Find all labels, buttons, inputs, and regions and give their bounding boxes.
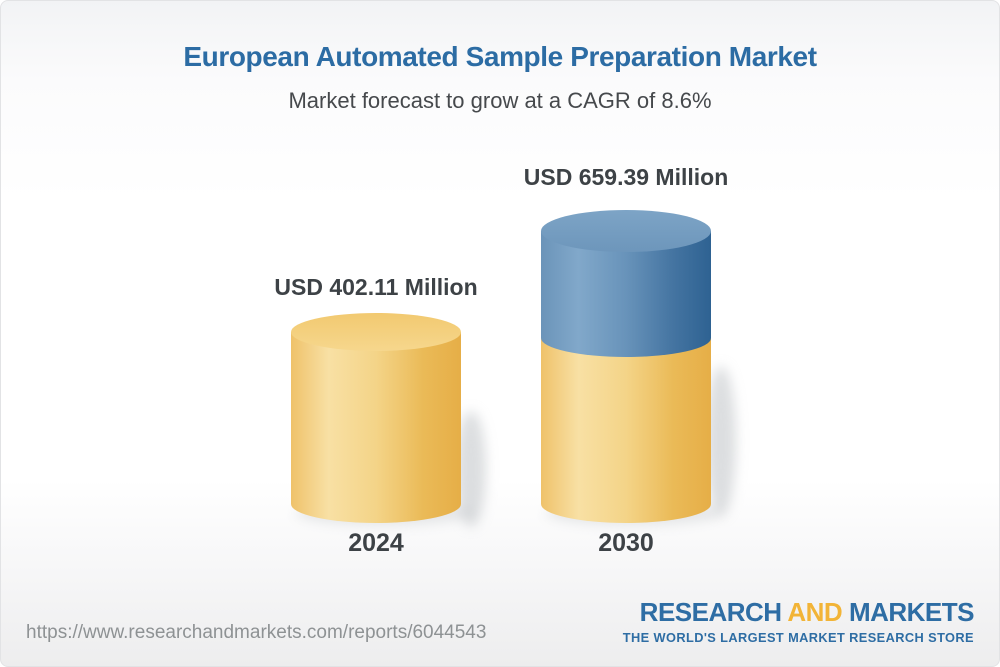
bar-2030-cylinder <box>541 210 711 523</box>
logo-word-research: RESEARCH <box>639 597 782 627</box>
page-subtitle: Market forecast to grow at a CAGR of 8.6… <box>288 88 712 113</box>
bar-2030-base-segment <box>541 338 711 504</box>
axis-label-2030: 2030 <box>598 529 654 557</box>
page-title: European Automated Sample Preparation Ma… <box>183 41 817 72</box>
bar-2030-growth-top <box>541 210 711 252</box>
axis-label-2024: 2024 <box>348 529 404 557</box>
logo-word-markets: MARKETS <box>848 597 975 627</box>
report-url: https://www.researchandmarkets.com/repor… <box>26 622 487 643</box>
value-label-2030: USD 659.39 Million <box>523 164 729 190</box>
research-and-markets-logo: RESEARCH AND MARKETS THE WORLD'S LARGEST… <box>622 597 975 645</box>
logo-tagline: THE WORLD'S LARGEST MARKET RESEARCH STOR… <box>622 629 974 645</box>
logo-word-and: AND <box>787 597 843 627</box>
bar-2024-cylinder <box>291 313 461 523</box>
value-label-2024: USD 402.11 Million <box>274 274 478 300</box>
logo-wordmark: RESEARCH AND MARKETS <box>623 597 975 628</box>
